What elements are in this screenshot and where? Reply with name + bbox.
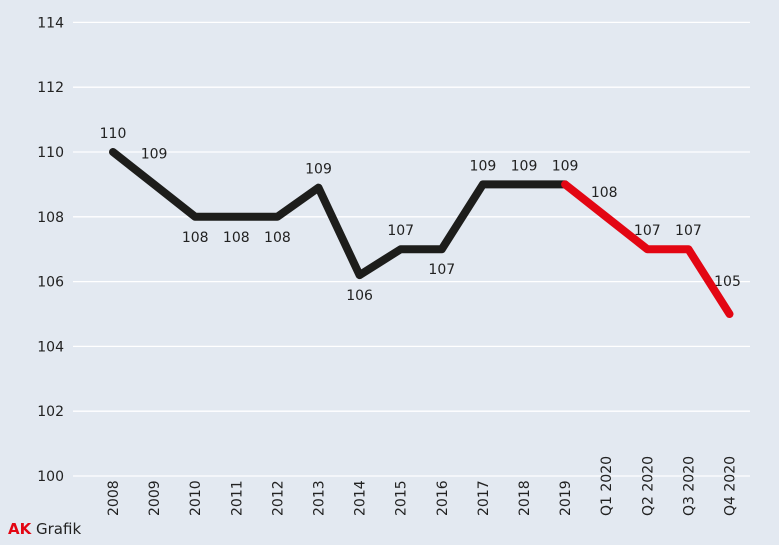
x-tick-label: 2012 — [270, 480, 286, 516]
data-label: 108 — [182, 230, 209, 246]
x-tick-label: Q4 2020 — [723, 456, 739, 516]
data-label: 107 — [428, 262, 455, 278]
y-tick-label: 104 — [37, 339, 64, 355]
x-tick-label: 2014 — [353, 480, 369, 516]
data-label: 109 — [552, 158, 579, 174]
data-label: 108 — [591, 185, 618, 201]
data-label: 110 — [100, 126, 127, 142]
data-label: 106 — [346, 288, 373, 304]
y-tick-label: 110 — [37, 145, 64, 161]
data-label: 107 — [634, 223, 661, 239]
x-tick-label: 2011 — [229, 480, 245, 516]
series-line-quarterly — [561, 180, 734, 318]
x-tick-label: 2009 — [147, 480, 163, 516]
x-tick-label: Q3 2020 — [681, 456, 697, 516]
data-label: 109 — [470, 158, 497, 174]
y-tick-label: 108 — [37, 210, 64, 226]
data-label: 109 — [511, 158, 538, 174]
data-label: 108 — [264, 230, 291, 246]
data-label: 107 — [387, 223, 414, 239]
data-label: 109 — [305, 162, 332, 178]
y-tick-label: 102 — [37, 404, 64, 420]
data-label: 105 — [714, 274, 741, 290]
series-line-annual — [109, 148, 570, 280]
x-tick-label: 2016 — [435, 480, 451, 516]
data-label: 107 — [675, 223, 702, 239]
x-tick-label: 2013 — [312, 480, 328, 516]
x-tick-label: 2017 — [476, 480, 492, 516]
y-tick-label: 106 — [37, 275, 64, 291]
data-label: 108 — [223, 230, 250, 246]
y-tick-label: 114 — [37, 15, 64, 31]
x-tick-label: 2018 — [517, 480, 533, 516]
x-tick-label: 2008 — [106, 480, 122, 516]
data-label: 109 — [141, 146, 168, 162]
x-tick-label: 2019 — [558, 480, 574, 516]
x-tick-label: Q1 2020 — [599, 456, 615, 516]
brand-logo: AK Grafik — [8, 520, 82, 538]
x-tick-label: 2015 — [394, 480, 410, 516]
x-tick-label: 2010 — [188, 480, 204, 516]
y-tick-label: 100 — [37, 469, 64, 485]
y-tick-label: 112 — [37, 80, 64, 96]
x-tick-label: Q2 2020 — [640, 456, 656, 516]
